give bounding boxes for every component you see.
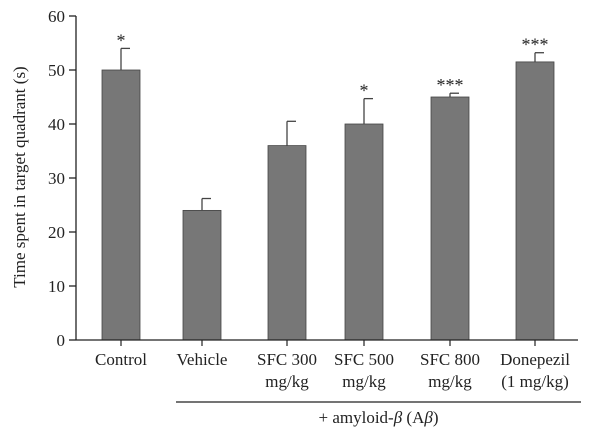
y-tick-label: 60 — [48, 7, 65, 26]
group-label: + amyloid-β (Aβ) — [318, 408, 438, 427]
bar — [430, 96, 470, 341]
significance-marker: *** — [522, 35, 549, 55]
bar — [515, 61, 555, 341]
y-tick-label: 40 — [48, 115, 65, 134]
x-tick-label: mg/kg — [428, 372, 472, 391]
y-axis-title: Time spent in target quadrant (s) — [10, 66, 29, 287]
x-tick-label: Vehicle — [177, 350, 228, 369]
y-tick-label: 50 — [48, 61, 65, 80]
x-tick-label: mg/kg — [342, 372, 386, 391]
x-tick-label: Donepezil — [500, 350, 570, 369]
bar — [344, 123, 384, 341]
x-tick-label: (1 mg/kg) — [501, 372, 569, 391]
x-tick-label: SFC 300 — [257, 350, 317, 369]
y-tick-label: 10 — [48, 277, 65, 296]
bar — [267, 145, 307, 341]
x-tick-label: Control — [95, 350, 147, 369]
significance-marker: * — [360, 81, 369, 101]
y-tick-label: 0 — [57, 331, 66, 350]
x-tick-label: mg/kg — [265, 372, 309, 391]
x-tick-label: SFC 800 — [420, 350, 480, 369]
y-tick-label: 20 — [48, 223, 65, 242]
y-axis: 0 10 20 30 40 50 60 — [48, 7, 77, 350]
x-tick-label: SFC 500 — [334, 350, 394, 369]
bar — [101, 69, 141, 341]
group-annotation: + amyloid-β (Aβ) — [176, 401, 581, 427]
significance-marker: * — [117, 30, 126, 50]
bar — [182, 209, 222, 341]
x-axis: Control Vehicle SFC 300 mg/kg SFC 500 mg/kg SF… — [76, 339, 578, 391]
bars: ** ****** — [101, 30, 555, 341]
y-tick-label: 30 — [48, 169, 65, 188]
significance-marker: *** — [437, 75, 464, 95]
